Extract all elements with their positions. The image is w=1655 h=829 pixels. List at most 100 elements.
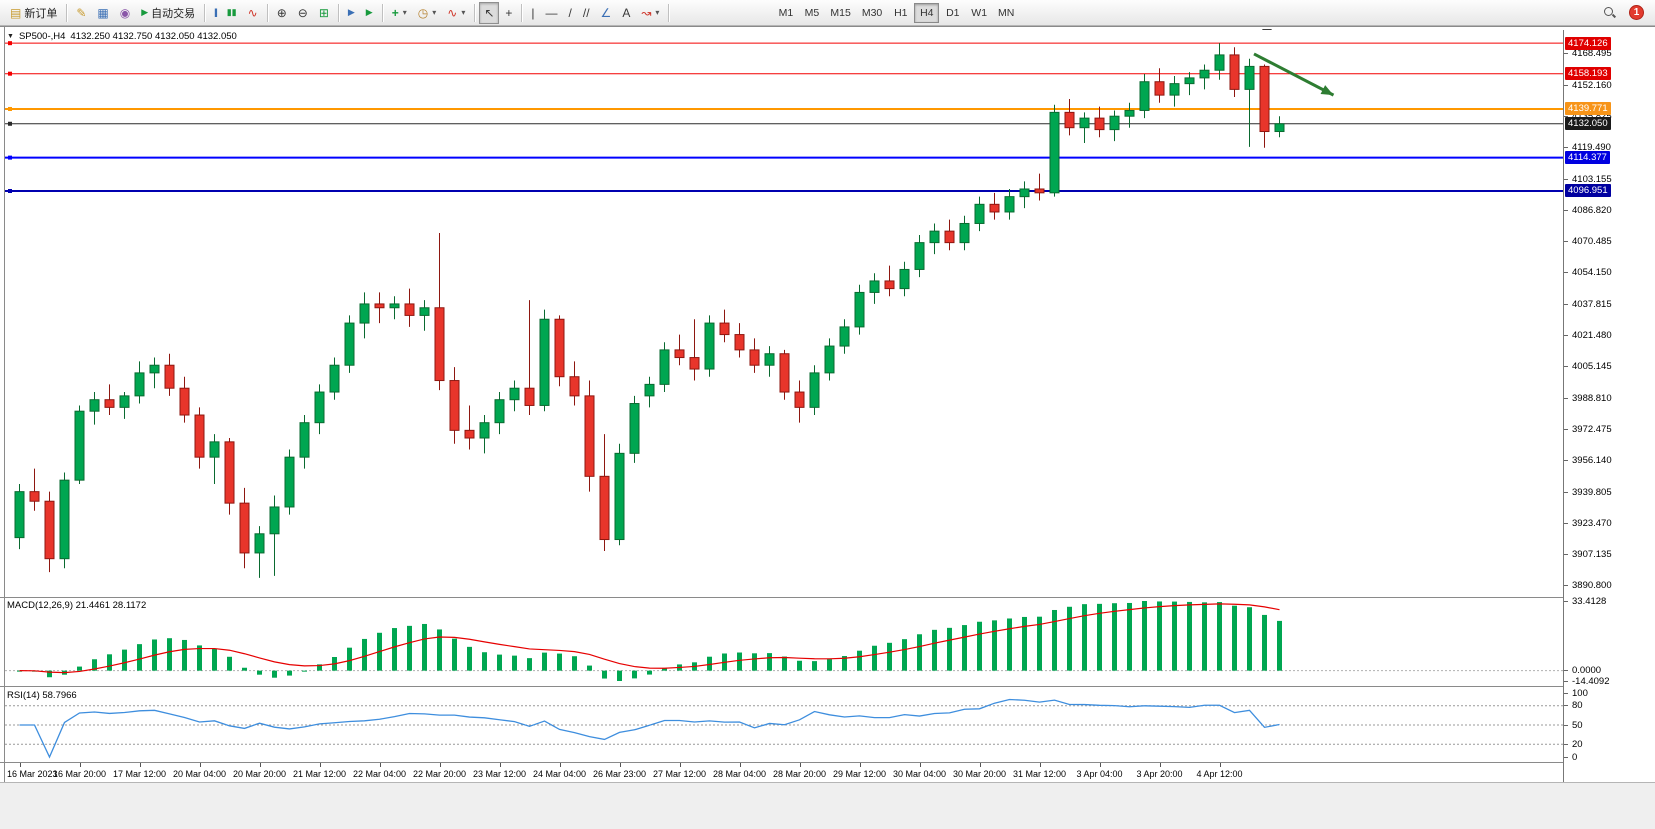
axis-scale-label: 33.4128 bbox=[1563, 595, 1607, 607]
main-chart-plot[interactable] bbox=[5, 30, 1563, 597]
toolbar-separator bbox=[66, 3, 68, 22]
time-axis-label: 16 Mar 20:00 bbox=[52, 769, 107, 779]
axis-scale-label: 100 bbox=[1564, 687, 1588, 699]
autotrading-button[interactable]: ▶ 自动交易 bbox=[136, 2, 200, 24]
timeframe-m1[interactable]: M1 bbox=[773, 3, 798, 23]
symbol-dropdown-icon[interactable]: ▼ bbox=[7, 33, 14, 40]
time-axis-label: 24 Mar 04:00 bbox=[532, 769, 587, 779]
start-expert-button[interactable]: ▶ bbox=[361, 2, 378, 24]
time-tick bbox=[379, 763, 381, 767]
metaeditor-button[interactable]: ✎ bbox=[71, 2, 91, 24]
panel-separator[interactable] bbox=[0, 597, 1655, 598]
panel-separator[interactable] bbox=[0, 686, 1655, 687]
horizontal-line-icon: — bbox=[545, 5, 558, 20]
time-axis-label: 22 Mar 04:00 bbox=[352, 769, 407, 779]
time-tick bbox=[1099, 763, 1101, 767]
timeframe-d1[interactable]: D1 bbox=[940, 3, 965, 23]
axis-scale-label: 3939.805 bbox=[1564, 486, 1612, 498]
timeframe-m15[interactable]: M15 bbox=[825, 3, 855, 23]
crosshair-tool-button[interactable]: + bbox=[500, 2, 517, 24]
axis-scale-label: 3972.475 bbox=[1564, 423, 1612, 435]
chart-symbol-period: SP500-,H4 bbox=[18, 31, 66, 42]
timeframe-h1[interactable]: H1 bbox=[888, 3, 913, 23]
chevron-down-icon: ▾ bbox=[402, 8, 407, 17]
cursor-icon: ↖ bbox=[484, 5, 495, 20]
trendline-tool-button[interactable]: / bbox=[564, 2, 577, 24]
cursor-tool-button[interactable]: ↖ bbox=[479, 1, 500, 24]
time-tick bbox=[499, 763, 501, 767]
time-axis-label: 23 Mar 12:00 bbox=[472, 769, 527, 779]
horizontal-line-tool-button[interactable]: — bbox=[541, 2, 563, 24]
time-tick bbox=[619, 763, 621, 767]
toolbar-separator bbox=[266, 3, 268, 22]
terminal-button[interactable]: ▦ bbox=[92, 2, 113, 24]
price-badge: 4114.377 bbox=[1565, 151, 1610, 165]
candlestick-chart-button[interactable]: ▮▮ bbox=[222, 2, 242, 24]
notification-badge[interactable]: 1 bbox=[1629, 5, 1644, 20]
axis-scale-label: 3988.810 bbox=[1564, 392, 1612, 404]
time-axis-label: 28 Mar 04:00 bbox=[712, 769, 767, 779]
timeframe-m5[interactable]: M5 bbox=[799, 3, 824, 23]
toolbar-separator bbox=[337, 3, 339, 22]
search-icon bbox=[1603, 6, 1616, 19]
search-button[interactable] bbox=[1598, 2, 1621, 24]
text-tool-button[interactable]: A bbox=[617, 2, 635, 24]
time-axis-label: 20 Mar 04:00 bbox=[172, 769, 227, 779]
window-play-icon: ▶ bbox=[347, 7, 355, 17]
price-badge: 4132.050 bbox=[1565, 117, 1611, 131]
chevron-down-icon: ▾ bbox=[461, 8, 466, 17]
crosshair-icon: + bbox=[505, 5, 513, 20]
timeframe-h4[interactable]: H4 bbox=[914, 2, 940, 23]
line-chart-button[interactable]: ∿ bbox=[243, 2, 263, 24]
plus-icon: + bbox=[391, 5, 399, 20]
channel-tool-button[interactable]: // bbox=[578, 2, 595, 24]
window-left-border bbox=[4, 26, 5, 782]
time-tick bbox=[979, 763, 981, 767]
time-axis-label: 27 Mar 12:00 bbox=[652, 769, 707, 779]
toolbar: ▤ 新订单 ✎ ▦ ◉ ▶ 自动交易 ||| ▮▮ ∿ ⊕ ⊖ ⊞ ▶ ▶ + … bbox=[0, 0, 1655, 26]
axis-scale-label: 3907.135 bbox=[1564, 549, 1612, 561]
vertical-line-tool-button[interactable]: | bbox=[526, 2, 539, 24]
alerts-button[interactable]: ◉ bbox=[115, 2, 135, 24]
time-tick bbox=[319, 763, 321, 767]
bar-chart-button[interactable]: ||| bbox=[209, 2, 221, 24]
axis-scale-label: 4086.820 bbox=[1564, 204, 1612, 216]
tile-windows-button[interactable]: ⊞ bbox=[314, 2, 334, 24]
period-button[interactable]: ◷ ▾ bbox=[413, 2, 442, 24]
time-axis-label: 4 Apr 12:00 bbox=[1196, 769, 1243, 779]
axis-scale-label: 4005.145 bbox=[1564, 361, 1612, 373]
axis-scale-label: 80 bbox=[1564, 700, 1583, 712]
price-badge: 4158.193 bbox=[1565, 67, 1611, 81]
time-axis-label: 21 Mar 12:00 bbox=[292, 769, 347, 779]
trend-arrow[interactable] bbox=[1253, 52, 1335, 97]
macd-panel-plot[interactable] bbox=[5, 598, 1563, 686]
fibonacci-tool-button[interactable]: ∠ bbox=[596, 2, 617, 24]
indicators-button[interactable]: ∿ ▾ bbox=[442, 2, 470, 24]
time-axis-label: 20 Mar 20:00 bbox=[232, 769, 287, 779]
autotrading-play-icon: ▶ bbox=[141, 7, 149, 17]
new-order-button[interactable]: ▤ 新订单 bbox=[5, 2, 62, 24]
trendline-icon: / bbox=[568, 5, 572, 20]
time-axis[interactable]: 16 Mar 2023 16 Mar 20:00 17 Mar 12:00 20 Ma… bbox=[5, 763, 1563, 782]
candlestick-chart-icon: ▮▮ bbox=[226, 7, 237, 17]
price-badge: 4096.951 bbox=[1565, 184, 1611, 198]
strategy-tester-button[interactable]: ▶ bbox=[343, 2, 360, 24]
toolbar-separator bbox=[204, 3, 206, 22]
timeframe-m30[interactable]: M30 bbox=[857, 3, 887, 23]
window-play-icon: ▶ bbox=[365, 7, 373, 17]
new-chart-button[interactable]: + ▾ bbox=[387, 2, 412, 24]
indicator-wave-icon: ∿ bbox=[447, 5, 458, 20]
timeframe-mn[interactable]: MN bbox=[993, 3, 1019, 23]
axis-scale-label: 3890.800 bbox=[1564, 580, 1612, 592]
price-axis[interactable]: 4168.495 4152.160 4135.825 4119.490 4103.155… bbox=[1563, 30, 1655, 782]
timeframe-w1[interactable]: W1 bbox=[966, 3, 992, 23]
toolbar-separator bbox=[668, 3, 670, 22]
time-tick bbox=[799, 763, 801, 767]
arrows-tool-button[interactable]: ↝ ▾ bbox=[636, 2, 664, 24]
line-chart-icon: ∿ bbox=[247, 5, 258, 20]
zoom-in-button[interactable]: ⊕ bbox=[272, 2, 292, 24]
zoom-out-button[interactable]: ⊖ bbox=[293, 2, 313, 24]
rsi-panel-plot[interactable] bbox=[5, 688, 1563, 762]
window-top-border bbox=[0, 26, 1655, 27]
bottom-border bbox=[0, 782, 1655, 783]
